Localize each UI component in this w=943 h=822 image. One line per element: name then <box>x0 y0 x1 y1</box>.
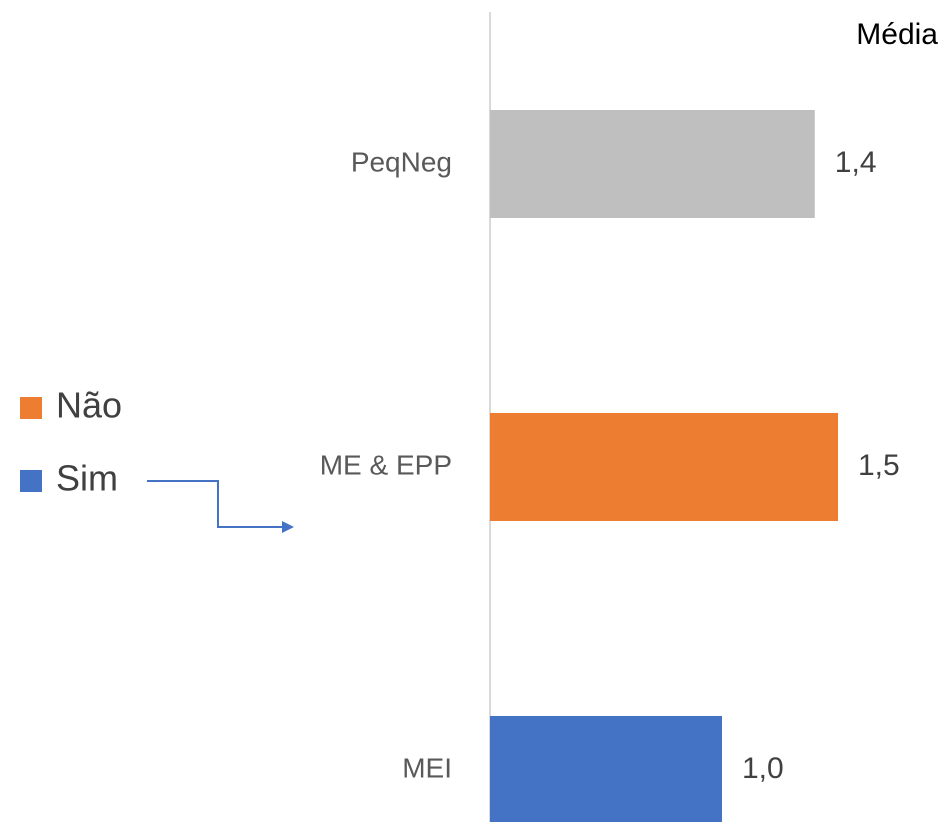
value-label: 1,4 <box>835 146 877 179</box>
y-tick-label: MEI <box>402 752 452 783</box>
legend-label: Não <box>56 385 122 426</box>
legend-swatch <box>20 470 42 492</box>
bar <box>490 110 815 218</box>
chart-title: Média <box>856 18 938 51</box>
legend-label: Sim <box>56 458 118 499</box>
arrow-head <box>282 521 294 533</box>
value-label: 1,0 <box>742 752 784 785</box>
legend-swatch <box>20 397 42 419</box>
bar <box>490 716 722 822</box>
y-tick-label: PeqNeg <box>351 146 452 177</box>
arrow <box>147 480 284 528</box>
y-tick-label: ME & EPP <box>320 449 452 480</box>
bar <box>490 413 838 521</box>
value-label: 1,5 <box>858 449 900 482</box>
